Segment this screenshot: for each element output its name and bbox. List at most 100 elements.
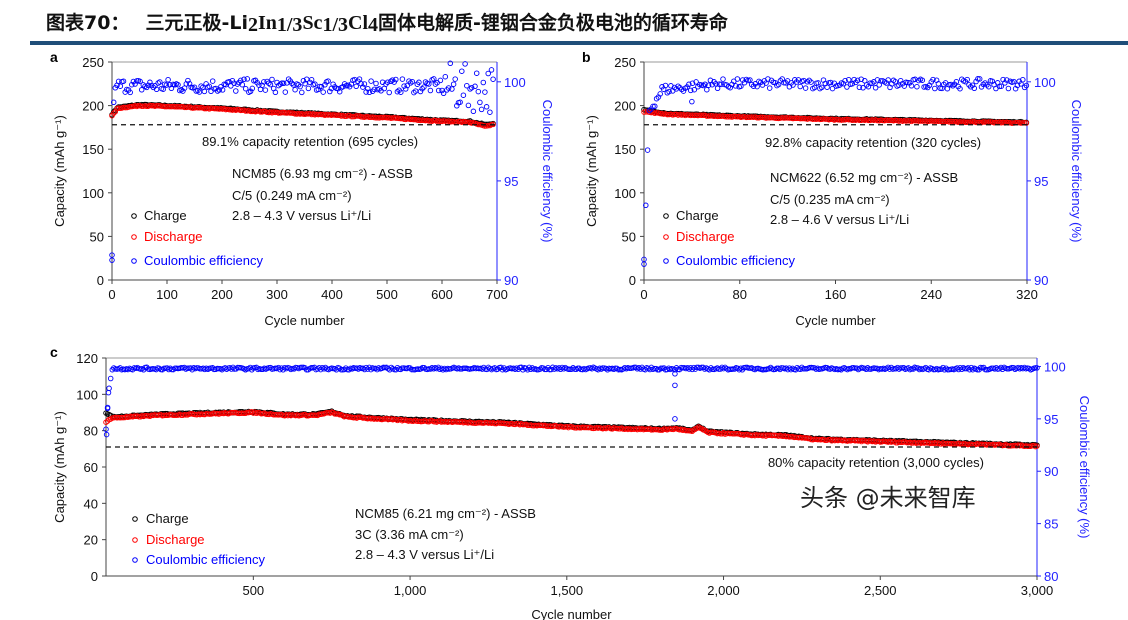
panel-letter: b <box>582 49 591 65</box>
data-point <box>644 147 651 153</box>
y-tick-label: 20 <box>84 533 98 548</box>
data-point <box>512 366 518 372</box>
data-point <box>109 252 115 258</box>
data-point <box>856 84 863 91</box>
x-tick-label: 1,500 <box>551 583 584 598</box>
data-point <box>650 103 656 110</box>
data-point <box>305 85 312 92</box>
data-point <box>447 60 454 67</box>
data-point <box>797 83 803 90</box>
data-point <box>887 117 893 124</box>
data-point <box>951 118 958 125</box>
data-point <box>1005 85 1012 92</box>
data-point <box>914 83 920 90</box>
data-point <box>790 115 796 122</box>
data-point <box>666 111 672 118</box>
data-point <box>795 77 802 83</box>
data-point <box>112 108 119 115</box>
title-part: In <box>257 12 277 34</box>
data-point <box>350 113 356 120</box>
data-point <box>363 364 369 371</box>
condition-annotation: 3C (3.36 mA cm⁻²) <box>355 527 464 542</box>
data-point <box>381 85 388 92</box>
data-point <box>452 76 458 82</box>
data-point <box>219 87 226 93</box>
data-point <box>910 117 917 124</box>
data-point <box>666 88 672 95</box>
data-point <box>201 88 208 95</box>
data-point <box>745 114 751 120</box>
data-point <box>341 113 348 119</box>
outlier-point <box>105 389 112 396</box>
data-point <box>643 202 649 209</box>
data-point <box>784 115 791 121</box>
x-tick-label: 0 <box>640 287 647 302</box>
data-point <box>915 118 922 124</box>
data-point <box>854 77 861 84</box>
data-point <box>827 79 834 86</box>
data-point <box>110 110 117 116</box>
data-point <box>702 81 708 88</box>
data-point <box>766 85 773 91</box>
data-point <box>388 78 394 85</box>
data-point <box>266 80 272 86</box>
data-point <box>950 119 956 125</box>
x-tick-label: 100 <box>156 287 178 302</box>
data-point <box>656 366 663 373</box>
data-point <box>442 73 449 80</box>
data-point <box>454 103 460 109</box>
y-tick-label: 40 <box>84 496 98 511</box>
data-point <box>280 80 287 87</box>
data-point <box>810 116 816 122</box>
data-point <box>335 85 341 92</box>
x-tick-label: 160 <box>825 287 847 302</box>
y2-axis-label: Coulombic efficiency (%) <box>1069 100 1084 243</box>
data-point <box>885 117 891 124</box>
data-point <box>811 365 818 371</box>
data-point <box>836 117 843 123</box>
y-tick-label: 150 <box>614 142 636 157</box>
data-point <box>106 385 112 392</box>
y-tick-label: 50 <box>90 229 104 244</box>
condition-annotation: NCM85 (6.21 mg cm⁻²) - ASSB <box>355 506 536 521</box>
data-point <box>817 116 823 123</box>
data-point <box>368 78 374 84</box>
data-point <box>971 85 978 92</box>
data-point <box>739 114 746 120</box>
data-point <box>419 85 425 92</box>
data-point <box>399 76 406 82</box>
data-point <box>696 112 703 118</box>
condition-annotation: C/5 (0.249 mA cm⁻²) <box>232 188 352 203</box>
data-point <box>781 115 787 121</box>
data-point <box>485 122 491 129</box>
data-point <box>185 104 191 110</box>
data-point <box>300 77 307 84</box>
data-point <box>774 115 780 122</box>
data-point <box>725 114 732 120</box>
data-point <box>713 81 719 87</box>
legend-marker <box>132 537 138 543</box>
data-point <box>851 76 857 83</box>
data-point <box>691 86 698 93</box>
y-tick-label: 250 <box>82 55 104 70</box>
x-tick-label: 0 <box>108 287 115 302</box>
legend-label: Charge <box>676 208 719 223</box>
outlier-point <box>104 405 111 412</box>
data-point <box>806 115 812 122</box>
figure-number: 图表70： <box>46 12 130 34</box>
data-point <box>239 107 246 113</box>
data-point <box>802 85 809 91</box>
series-coulombic-efficiency <box>109 60 496 263</box>
data-point <box>185 77 191 84</box>
x-tick-label: 2,500 <box>864 583 897 598</box>
condition-annotation: 2.8 – 4.3 V versus Li⁺/Li <box>232 208 371 223</box>
retention-label: 92.8% capacity retention (320 cycles) <box>765 135 981 150</box>
data-point <box>790 82 796 88</box>
data-point <box>312 81 318 87</box>
data-point <box>132 81 138 87</box>
y2-axis-label: Coulombic efficiency (%) <box>1077 396 1092 539</box>
data-point <box>241 76 247 83</box>
data-point <box>346 367 352 373</box>
data-point <box>107 375 114 382</box>
y2-tick-label: 90 <box>504 273 518 288</box>
